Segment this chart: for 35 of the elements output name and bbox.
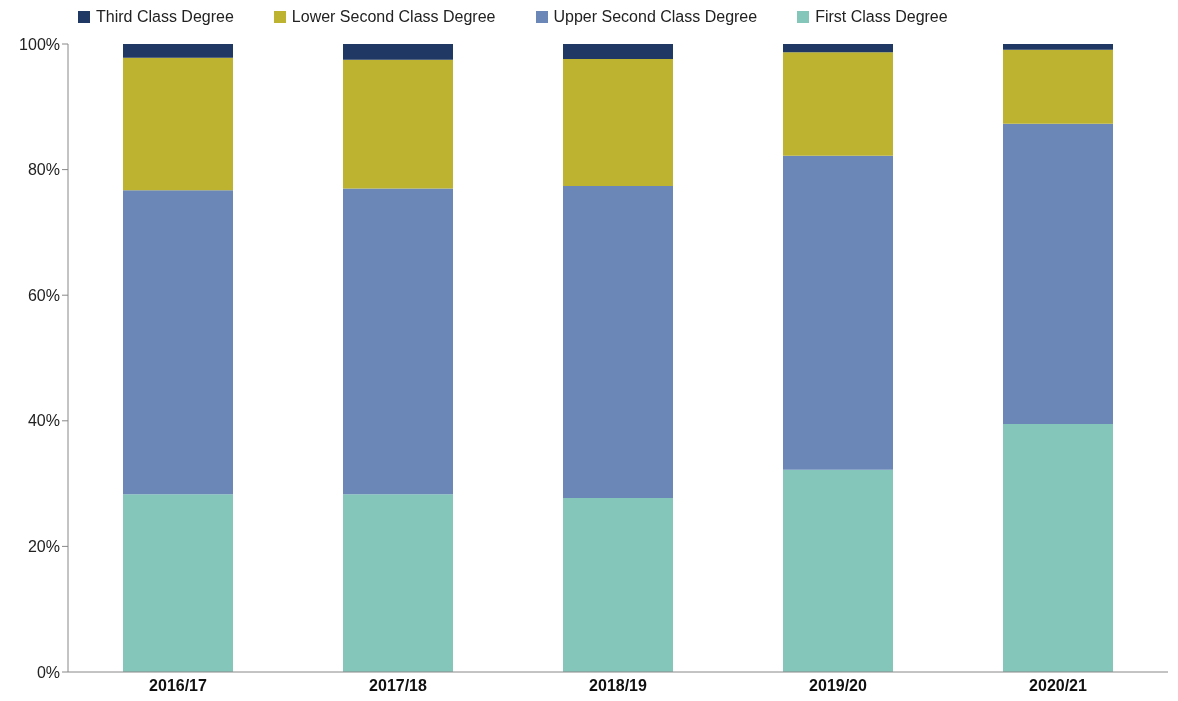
- bar: [1003, 49, 1113, 124]
- bar: [123, 57, 233, 191]
- bar: [1003, 423, 1113, 672]
- y-tick-label: 20%: [27, 538, 60, 556]
- legend-label: Lower Second Class Degree: [290, 8, 496, 26]
- bar: [563, 498, 673, 672]
- y-tick-label: 60%: [27, 286, 60, 304]
- x-tick-label: 2016/17: [149, 677, 208, 695]
- legend-label: Upper Second Class Degree: [552, 8, 758, 26]
- legend-label: Third Class Degree: [95, 8, 234, 26]
- bar: [343, 44, 453, 60]
- bar: [563, 59, 673, 186]
- bar: [343, 188, 453, 495]
- bar: [783, 44, 893, 53]
- y-tick-label: 80%: [27, 161, 60, 179]
- legend-label: First Class Degree: [814, 8, 948, 26]
- bar: [783, 469, 893, 672]
- y-tick-label: 100%: [19, 35, 60, 53]
- bar: [123, 494, 233, 672]
- bar: [563, 44, 673, 60]
- bar: [1003, 44, 1113, 50]
- bar: [123, 44, 233, 58]
- bar: [1003, 123, 1113, 424]
- y-tick-label: 40%: [27, 412, 60, 430]
- y-tick-label: 0%: [36, 663, 60, 681]
- x-tick-label: 2020/21: [1029, 677, 1088, 695]
- bar: [343, 59, 453, 189]
- bar: [343, 494, 453, 672]
- bar: [563, 185, 673, 499]
- x-tick-label: 2017/18: [369, 677, 428, 695]
- x-tick-label: 2018/19: [589, 677, 648, 695]
- x-tick-label: 2019/20: [809, 677, 868, 695]
- bar: [783, 52, 893, 156]
- bar: [123, 190, 233, 495]
- bar: [783, 155, 893, 470]
